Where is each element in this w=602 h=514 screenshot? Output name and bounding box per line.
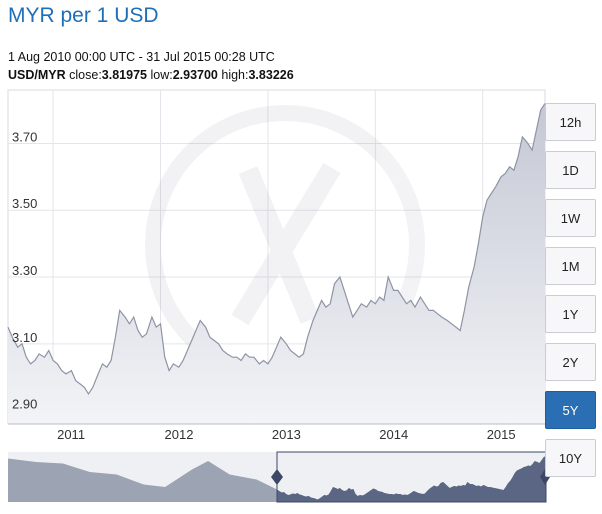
y-tick-label: 2.90 [12, 397, 37, 412]
x-tick-label: 2012 [165, 427, 194, 442]
timeframe-1d-button[interactable]: 1D [545, 151, 596, 189]
y-tick-label: 3.10 [12, 330, 37, 345]
y-tick-label: 3.30 [12, 263, 37, 278]
timeframe-1w-button[interactable]: 1W [545, 199, 596, 237]
timeframe-5y-button[interactable]: 5Y [545, 391, 596, 429]
timeframe-1m-button[interactable]: 1M [545, 247, 596, 285]
x-tick-label: 2011 [57, 427, 85, 442]
timeframe-buttons: 12h 1D 1W 1M 1Y 2Y 5Y 10Y [545, 103, 597, 487]
high-value: 3.83226 [248, 68, 294, 82]
x-axis: 2011 2012 2013 2014 2015 [57, 427, 516, 442]
page-title: MYR per 1 USD [8, 4, 159, 27]
navigator-area [8, 456, 546, 502]
date-range: 1 Aug 2010 00:00 UTC - 31 Jul 2015 00:28… [8, 50, 275, 64]
rate-area [8, 103, 545, 425]
navigator-selected-area [277, 456, 546, 502]
navigator-left-handle[interactable] [271, 469, 283, 485]
x-tick-label: 2015 [487, 427, 516, 442]
range-navigator[interactable] [8, 451, 550, 503]
rate-line [7, 103, 546, 396]
low-value: 2.93700 [172, 68, 218, 82]
y-tick-label: 3.50 [12, 196, 37, 211]
x-tick-label: 2014 [379, 427, 408, 442]
timeframe-2y-button[interactable]: 2Y [545, 343, 596, 381]
close-value: 3.81975 [101, 68, 147, 82]
y-axis: 2.90 3.10 3.30 3.50 3.70 [12, 129, 37, 411]
price-stats: USD/MYR close:3.81975 low:2.93700 high:3… [8, 68, 294, 82]
timeframe-1y-button[interactable]: 1Y [545, 295, 596, 333]
timeframe-12h-button[interactable]: 12h [545, 103, 596, 141]
timeframe-10y-button[interactable]: 10Y [545, 439, 596, 477]
x-tick-label: 2013 [272, 427, 301, 442]
close-label: close: [69, 68, 102, 82]
currency-pair: USD/MYR [8, 68, 66, 82]
y-tick-label: 3.70 [12, 129, 37, 144]
high-label: high: [221, 68, 249, 82]
low-label: low: [150, 68, 173, 82]
